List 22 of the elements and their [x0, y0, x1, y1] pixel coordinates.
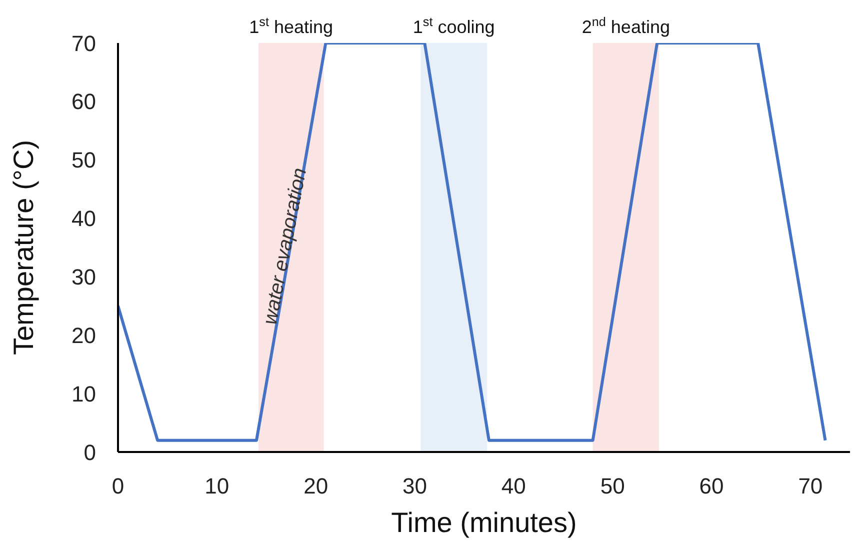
- x-axis-title: Time (minutes): [391, 507, 577, 538]
- y-axis-title: Temperature (°C): [8, 140, 39, 356]
- y-tick-label: 10: [72, 381, 96, 406]
- x-tick-label: 70: [798, 474, 823, 499]
- y-tick-label: 60: [72, 89, 96, 114]
- band-label: 1$^{st}$ heating: [249, 15, 334, 37]
- x-tick-label: 40: [501, 474, 526, 499]
- x-tick-label: 50: [600, 474, 625, 499]
- y-tick-label: 70: [72, 30, 96, 56]
- x-tick-label: 0: [112, 474, 124, 499]
- y-tick-label: 20: [72, 322, 96, 348]
- x-tick-label: 60: [699, 474, 724, 499]
- band-label: 2$^{nd}$ heating: [582, 15, 670, 37]
- y-tick-label: 30: [72, 264, 96, 290]
- band-label: 1$^{st}$ cooling: [412, 15, 495, 37]
- y-tick-label: 40: [72, 206, 96, 232]
- y-tick-label: 50: [72, 148, 96, 173]
- annotation: water evaporation: [259, 166, 312, 326]
- x-tick-label: 10: [204, 474, 230, 499]
- x-tick-label: 20: [304, 474, 328, 499]
- y-tick-label: 0: [84, 440, 96, 465]
- x-tick-label: 30: [402, 474, 427, 499]
